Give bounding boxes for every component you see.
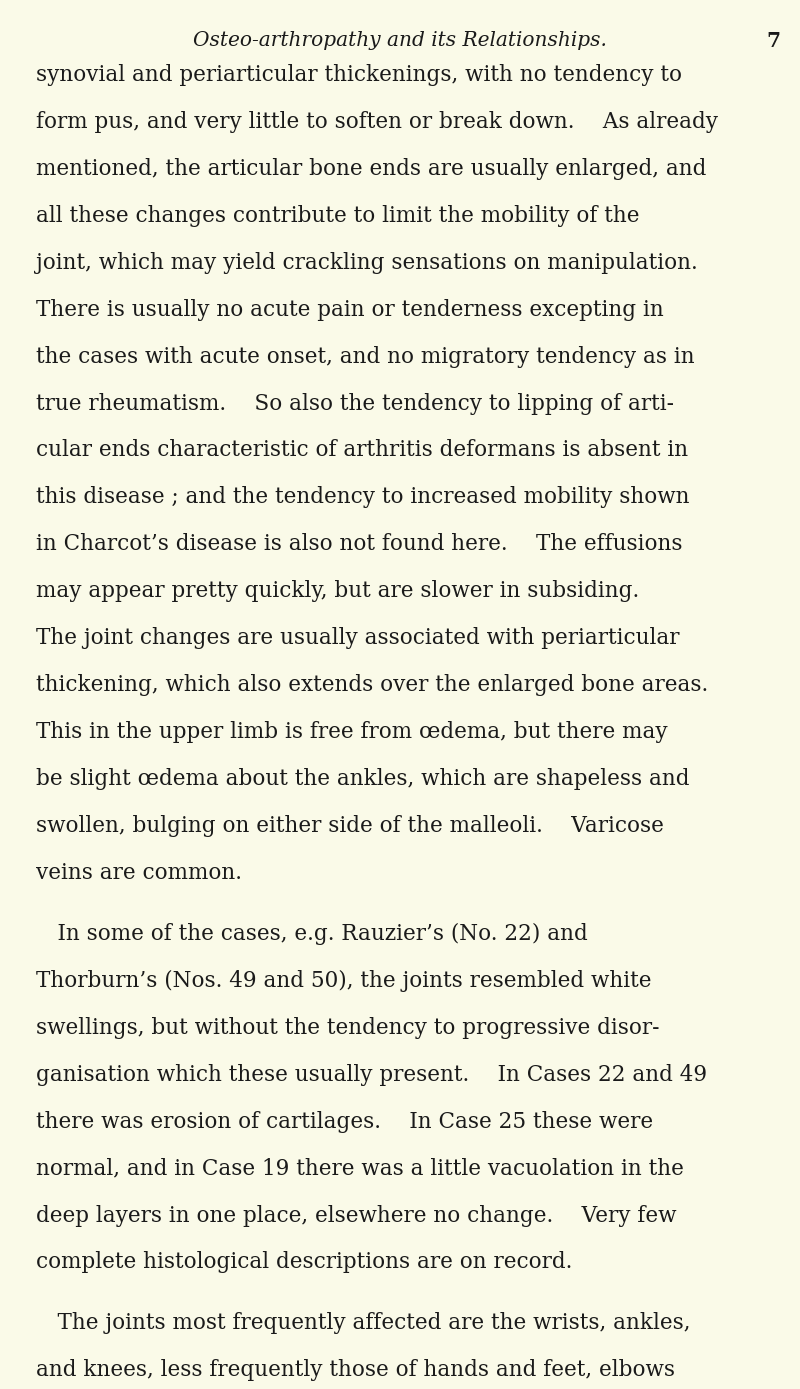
Text: Thorburn’s (Nos. 49 and 50), the joints resembled white: Thorburn’s (Nos. 49 and 50), the joints … (36, 970, 651, 992)
Text: veins are common.: veins are common. (36, 863, 242, 883)
Text: form pus, and very little to soften or break down.  As already: form pus, and very little to soften or b… (36, 111, 718, 133)
Text: swollen, bulging on either side of the malleoli.  Varicose: swollen, bulging on either side of the m… (36, 815, 664, 838)
Text: swellings, but without the tendency to progressive disor-: swellings, but without the tendency to p… (36, 1017, 659, 1039)
Text: be slight œdema about the ankles, which are shapeless and: be slight œdema about the ankles, which … (36, 768, 690, 790)
Text: normal, and in Case 19 there was a little vacuolation in the: normal, and in Case 19 there was a littl… (36, 1157, 684, 1179)
Text: There is usually no acute pain or tenderness excepting in: There is usually no acute pain or tender… (36, 299, 664, 321)
Text: thickening, which also extends over the enlarged bone areas.: thickening, which also extends over the … (36, 674, 708, 696)
Text: ganisation which these usually present.  In Cases 22 and 49: ganisation which these usually present. … (36, 1064, 707, 1086)
Text: all these changes contribute to limit the mobility of the: all these changes contribute to limit th… (36, 204, 639, 226)
Text: In some of the cases, e.g. Rauzier’s (No. 22) and: In some of the cases, e.g. Rauzier’s (No… (36, 922, 588, 945)
Text: true rheumatism.  So also the tendency to lipping of arti-: true rheumatism. So also the tendency to… (36, 393, 674, 414)
Text: this disease ; and the tendency to increased mobility shown: this disease ; and the tendency to incre… (36, 486, 690, 508)
Text: Osteo-arthropathy and its Relationships.: Osteo-arthropathy and its Relationships. (193, 31, 607, 50)
Text: deep layers in one place, elsewhere no change.  Very few: deep layers in one place, elsewhere no c… (36, 1204, 677, 1226)
Text: synovial and periarticular thickenings, with no tendency to: synovial and periarticular thickenings, … (36, 64, 682, 86)
Text: joint, which may yield crackling sensations on manipulation.: joint, which may yield crackling sensati… (36, 251, 698, 274)
Text: The joints most frequently affected are the wrists, ankles,: The joints most frequently affected are … (36, 1313, 690, 1335)
Text: complete histological descriptions are on record.: complete histological descriptions are o… (36, 1251, 572, 1274)
Text: The joint changes are usually associated with periarticular: The joint changes are usually associated… (36, 628, 679, 649)
Text: cular ends characteristic of arthritis deformans is absent in: cular ends characteristic of arthritis d… (36, 439, 688, 461)
Text: mentioned, the articular bone ends are usually enlarged, and: mentioned, the articular bone ends are u… (36, 158, 706, 179)
Text: 7: 7 (766, 31, 780, 50)
Text: the cases with acute onset, and no migratory tendency as in: the cases with acute onset, and no migra… (36, 346, 694, 368)
Text: in Charcot’s disease is also not found here.  The effusions: in Charcot’s disease is also not found h… (36, 533, 682, 556)
Text: there was erosion of cartilages.  In Case 25 these were: there was erosion of cartilages. In Case… (36, 1111, 653, 1132)
Text: and knees, less frequently those of hands and feet, elbows: and knees, less frequently those of hand… (36, 1360, 675, 1381)
Text: may appear pretty quickly, but are slower in subsiding.: may appear pretty quickly, but are slowe… (36, 581, 639, 603)
Text: This in the upper limb is free from œdema, but there may: This in the upper limb is free from œdem… (36, 721, 668, 743)
